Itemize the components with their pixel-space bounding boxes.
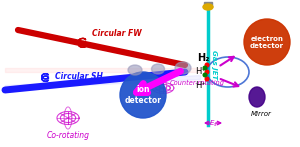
Text: Counter-rotating: Counter-rotating [170,80,225,86]
Text: H⁺: H⁺ [195,81,206,90]
Circle shape [203,66,207,70]
Circle shape [205,70,209,74]
Circle shape [120,72,166,118]
Text: Circular SH: Circular SH [55,71,103,81]
Circle shape [205,77,209,81]
Circle shape [205,63,209,67]
Text: Circular FW: Circular FW [92,29,142,37]
Text: electron
detector: electron detector [250,35,284,49]
Text: Co-rotating: Co-rotating [47,131,90,140]
Ellipse shape [249,87,265,107]
Text: ion
detector: ion detector [124,85,161,105]
Circle shape [244,19,290,65]
Text: Mirror: Mirror [250,111,272,117]
Bar [204,2,212,7]
Circle shape [203,73,207,77]
Text: Gas JET: Gas JET [211,50,217,79]
Ellipse shape [203,4,213,10]
Ellipse shape [152,64,164,74]
Text: H⁺: H⁺ [195,66,206,76]
Text: H₂: H₂ [197,53,209,63]
Text: $E_s$: $E_s$ [208,119,217,129]
Ellipse shape [128,65,142,75]
Ellipse shape [175,62,191,74]
